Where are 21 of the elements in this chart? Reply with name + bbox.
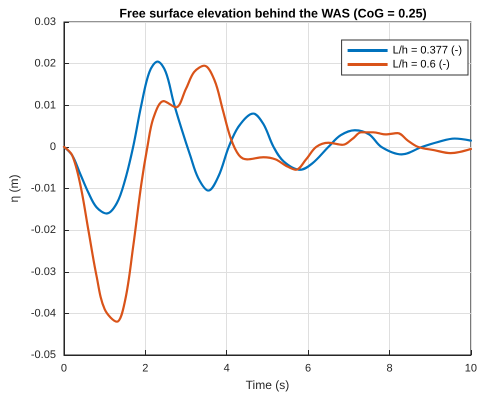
y-tick-label: -0.05 [30, 349, 56, 361]
y-tick-label: -0.02 [30, 224, 56, 236]
x-tick-label: 10 [464, 362, 478, 374]
y-tick-label: -0.03 [30, 266, 56, 278]
y-tick-label: 0.01 [34, 99, 56, 112]
y-tick-label: 0 [50, 140, 56, 153]
x-tick-label: 4 [224, 362, 230, 374]
legend-label: L/h = 0.6 (-) [392, 58, 450, 70]
x-tick-label: 2 [142, 362, 148, 374]
legend-label: L/h = 0.377 (-) [392, 44, 462, 56]
y-tick-label: -0.01 [30, 182, 56, 194]
y-tick-label: -0.04 [30, 307, 56, 320]
x-tick-label: 6 [305, 362, 312, 374]
y-tick-label: 0.03 [34, 16, 56, 28]
y-axis-title: η (m) [7, 174, 21, 202]
chart-title: Free surface elevation behind the WAS (CoG = 0.25) [119, 6, 427, 20]
x-tick-label: 0 [60, 362, 68, 374]
y-tick-label: 0.02 [34, 58, 56, 70]
line-series [62, 60, 472, 215]
x-axis-title: Time (s) [246, 378, 290, 392]
x-tick-label: 8 [386, 362, 393, 374]
